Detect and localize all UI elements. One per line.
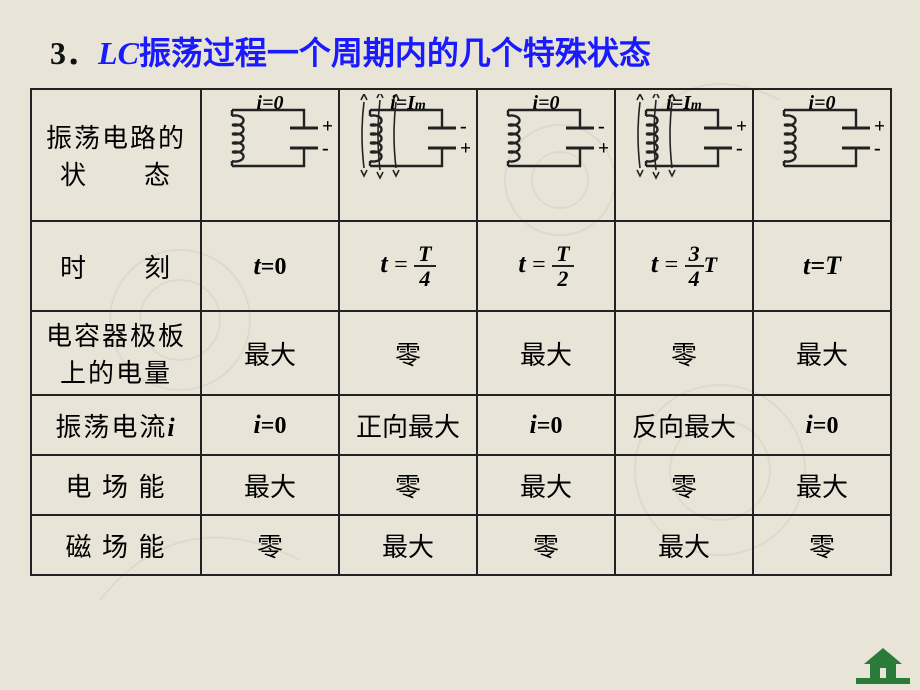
svg-text:-: -: [598, 116, 605, 138]
row-label: 电容器极板上的电量: [31, 311, 201, 395]
efield-2: 最大: [477, 455, 615, 515]
time-1: t = T4: [339, 221, 477, 311]
section-title: 3．LC振荡过程一个周期内的几个特殊状态: [50, 28, 651, 74]
lc-oscillation-table: 振荡电路的状 态i=0 + - i=Im - +: [30, 88, 892, 576]
time-3: t = 34T: [615, 221, 753, 311]
home-icon[interactable]: [856, 644, 910, 684]
circuit-state-3: i=Im + -: [615, 89, 753, 221]
current-1: 正向最大: [339, 395, 477, 455]
bfield-1: 最大: [339, 515, 477, 575]
svg-text:-: -: [874, 138, 881, 160]
bfield-2: 零: [477, 515, 615, 575]
bfield-3: 最大: [615, 515, 753, 575]
charge-2: 最大: [477, 311, 615, 395]
charge-4: 最大: [753, 311, 891, 395]
circuit-state-0: i=0 + -: [201, 89, 339, 221]
svg-text:-: -: [460, 116, 467, 138]
efield-1: 零: [339, 455, 477, 515]
charge-0: 最大: [201, 311, 339, 395]
svg-text:+: +: [736, 116, 746, 138]
current-0: i=0: [201, 395, 339, 455]
row-label: 时 刻: [31, 221, 201, 311]
svg-text:+: +: [460, 138, 470, 160]
circuit-state-4: i=0 + -: [753, 89, 891, 221]
circuit-state-2: i=0 - +: [477, 89, 615, 221]
time-0: t=0: [201, 221, 339, 311]
row-label: 电 场 能: [31, 455, 201, 515]
efield-0: 最大: [201, 455, 339, 515]
efield-3: 零: [615, 455, 753, 515]
svg-text:-: -: [736, 138, 743, 160]
svg-text:+: +: [322, 116, 332, 138]
svg-text:+: +: [598, 138, 608, 160]
row-label: 磁 场 能: [31, 515, 201, 575]
title-number: 3．: [50, 35, 98, 71]
charge-1: 零: [339, 311, 477, 395]
efield-4: 最大: [753, 455, 891, 515]
title-lc: LC: [98, 35, 139, 71]
title-text: 振荡过程一个周期内的几个特殊状态: [139, 35, 651, 71]
time-4: t=T: [753, 221, 891, 311]
row-label: 振荡电路的状 态: [31, 89, 201, 221]
charge-3: 零: [615, 311, 753, 395]
svg-text:+: +: [874, 116, 884, 138]
bfield-0: 零: [201, 515, 339, 575]
circuit-state-1: i=Im - +: [339, 89, 477, 221]
current-3: 反向最大: [615, 395, 753, 455]
current-2: i=0: [477, 395, 615, 455]
row-label: 振荡电流i: [31, 395, 201, 455]
current-4: i=0: [753, 395, 891, 455]
bfield-4: 零: [753, 515, 891, 575]
svg-text:-: -: [322, 138, 329, 160]
time-2: t = T2: [477, 221, 615, 311]
